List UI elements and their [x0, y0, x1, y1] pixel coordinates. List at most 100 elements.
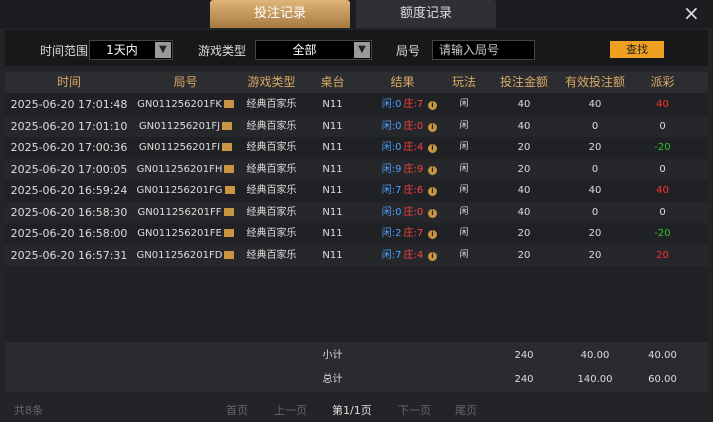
- game-select[interactable]: 全部 ▼: [255, 40, 372, 60]
- payout: 20: [656, 249, 669, 261]
- total-bet: 240: [514, 374, 534, 385]
- result: 闲:0 庄:4 i: [360, 137, 445, 159]
- video-icon: [224, 250, 235, 259]
- play-type: 闲: [459, 99, 469, 109]
- info-icon: i: [428, 122, 437, 132]
- payout: 0: [659, 163, 666, 175]
- video-icon: [223, 100, 234, 108]
- info-icon: i: [428, 208, 437, 218]
- result-banker: 庄:7: [403, 228, 424, 239]
- search-button[interactable]: 查找: [610, 41, 664, 58]
- result: 闲:0 庄:0 i: [360, 202, 445, 224]
- game-type: 经典百家乐: [246, 206, 297, 218]
- total-valid: 140.00: [577, 374, 613, 385]
- table-id: N11: [322, 99, 343, 110]
- time: 2025-06-20 17:01:48: [10, 98, 128, 111]
- subtotal-valid: 40.00: [580, 350, 610, 361]
- result-player: 闲:0: [381, 120, 402, 132]
- tab-active[interactable]: 投注记录: [210, 0, 350, 28]
- game-type: 经典百家乐: [246, 120, 297, 132]
- result-player: 闲:2: [381, 228, 402, 239]
- result: 闲:7 庄:4 i: [360, 245, 445, 267]
- page-first[interactable]: 首页: [226, 404, 248, 417]
- info-icon: i: [428, 251, 437, 261]
- time: 2025-06-20 16:59:24: [10, 184, 128, 197]
- bet-amount: 20: [517, 142, 531, 153]
- info-icon: i: [428, 144, 437, 153]
- play-type: 闲: [459, 249, 469, 260]
- info-icon: i: [428, 187, 437, 196]
- game-type: 经典百家乐: [246, 99, 297, 110]
- round-id: GN011256201FE: [133, 223, 238, 245]
- arrow: ▼: [155, 42, 171, 58]
- result: 闲:7 庄:6 i: [360, 180, 445, 202]
- result: 闲:0 庄:7 i: [360, 94, 445, 116]
- bet-amount: 40: [517, 99, 531, 110]
- game-type: 经典百家乐: [246, 185, 297, 196]
- info-icon: i: [428, 230, 437, 239]
- time-select[interactable]: 1天内 ▼: [89, 40, 173, 60]
- close-button[interactable]: ×: [683, 1, 700, 25]
- valid-bet: 0: [591, 120, 599, 132]
- valid-bet: 20: [588, 142, 602, 153]
- time: 2025-06-20 17:01:10: [10, 119, 128, 133]
- result-banker: 庄:0: [403, 120, 424, 132]
- summary-bg: [5, 342, 708, 392]
- column-header: 桌台: [320, 75, 345, 89]
- result-player: 闲:0: [381, 142, 402, 153]
- subtotal-bet: 240: [514, 350, 534, 361]
- round-id: GN011256201FG: [133, 180, 238, 202]
- table-header-bg: [5, 72, 708, 93]
- result: 闲:2 庄:7 i: [360, 223, 445, 245]
- tab[interactable]: 额度记录: [356, 0, 496, 28]
- time: 2025-06-20 16:58:30: [10, 205, 128, 219]
- round-input[interactable]: 请输入局号: [432, 40, 535, 60]
- column-header: 玩法: [451, 75, 476, 89]
- record-count: 共8条: [14, 404, 43, 417]
- video-icon: [222, 121, 233, 130]
- result-banker: 庄:0: [403, 206, 424, 218]
- round-id: GN011256201FI: [133, 137, 238, 159]
- video-icon: [222, 143, 233, 151]
- select-value: 1天内: [106, 43, 138, 57]
- result-banker: 庄:4: [403, 249, 424, 261]
- valid-bet: 20: [588, 228, 602, 239]
- table-id: N11: [322, 228, 343, 239]
- video-icon: [223, 207, 234, 216]
- game-type: 经典百家乐: [246, 163, 297, 175]
- video-icon: [223, 229, 234, 237]
- page-last[interactable]: 尾页: [455, 404, 477, 417]
- play-type: 闲: [459, 206, 469, 217]
- result-banker: 庄:9: [403, 163, 424, 175]
- column-header: 局号: [173, 75, 198, 89]
- video-icon: [224, 186, 235, 194]
- payout: 40: [656, 185, 669, 196]
- video-icon: [224, 164, 235, 173]
- column-header: 投注金额: [499, 75, 548, 89]
- row-bg: [5, 244, 708, 266]
- play-type: 闲: [459, 142, 469, 152]
- arrow: ▼: [354, 42, 370, 58]
- valid-bet: 40: [588, 185, 602, 196]
- bet-amount: 20: [517, 249, 531, 261]
- result-banker: 庄:7: [403, 99, 424, 110]
- round-id: GN011256201FK: [133, 94, 238, 116]
- table-id: N11: [322, 206, 343, 218]
- round-id: GN011256201FF: [133, 202, 238, 224]
- select-value: 全部: [292, 43, 317, 57]
- bet-amount: 40: [517, 206, 531, 218]
- bet-amount: 40: [517, 185, 531, 196]
- page-next[interactable]: 下一页: [398, 404, 431, 417]
- page-prev[interactable]: 上一页: [274, 404, 307, 417]
- row-bg: [5, 158, 708, 180]
- result-banker: 庄:6: [403, 185, 424, 196]
- play-type: 闲: [459, 120, 469, 131]
- game-type: 经典百家乐: [246, 228, 297, 239]
- info-icon: i: [428, 101, 437, 110]
- round-id: GN011256201FD: [133, 245, 238, 267]
- payout: 40: [656, 99, 669, 110]
- payout: -20: [654, 142, 671, 153]
- valid-bet: 20: [588, 249, 602, 261]
- result-player: 闲:7: [381, 185, 402, 196]
- valid-bet: 0: [591, 163, 599, 175]
